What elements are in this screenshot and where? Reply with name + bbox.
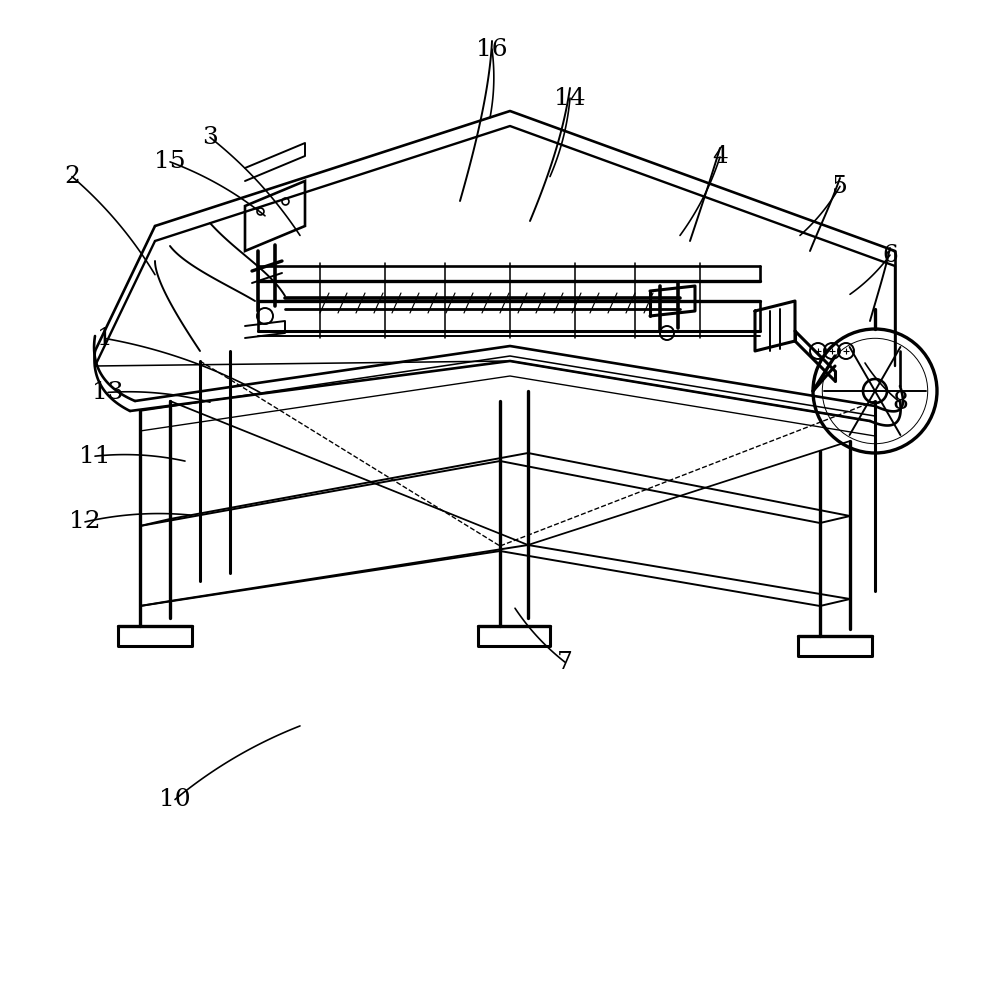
Text: 10: 10 [159,788,191,811]
Text: 4: 4 [712,145,728,169]
Text: 2: 2 [64,165,80,188]
Text: 3: 3 [202,126,218,149]
Text: 12: 12 [69,510,101,534]
Text: 6: 6 [882,243,898,267]
Text: 1: 1 [97,327,113,350]
Text: 7: 7 [557,650,573,674]
Text: 15: 15 [154,150,186,174]
Text: 14: 14 [554,86,586,110]
Text: 11: 11 [79,444,111,468]
Text: 8: 8 [892,390,908,414]
Text: 16: 16 [476,37,508,61]
Text: 13: 13 [92,381,124,404]
Text: 5: 5 [832,175,848,198]
